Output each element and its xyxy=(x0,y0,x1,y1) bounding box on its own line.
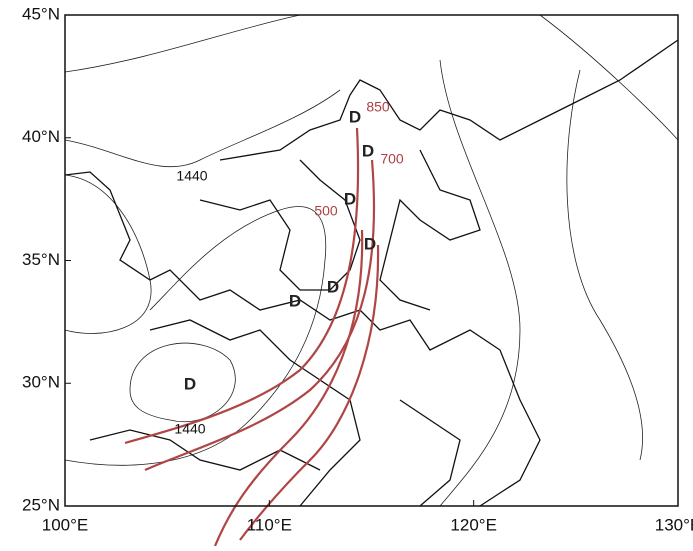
y-tick-label: 35°N xyxy=(22,250,60,269)
border-line xyxy=(199,159,361,291)
border-line xyxy=(399,399,461,507)
border-line xyxy=(64,171,541,507)
level-label: 850 xyxy=(366,99,390,115)
x-tick-label: 120°E xyxy=(450,515,497,534)
low-marker: D xyxy=(349,107,361,126)
contour-line xyxy=(64,174,152,334)
y-tick-label: 30°N xyxy=(22,373,60,392)
level-label: 500 xyxy=(314,203,338,219)
contour-line xyxy=(439,59,521,507)
border-line xyxy=(379,149,481,311)
x-tick-label: 100°E xyxy=(42,515,89,534)
x-tick-label: 110°E xyxy=(247,515,292,534)
low-marker: D xyxy=(364,234,376,253)
trajectory xyxy=(144,159,376,472)
y-tick-label: 45°N xyxy=(22,4,60,23)
low-marker: D xyxy=(344,189,356,208)
border-line xyxy=(149,319,361,507)
contour-line xyxy=(539,14,679,141)
y-tick-label: 40°N xyxy=(22,127,60,146)
low-marker: D xyxy=(184,374,196,393)
contour-line xyxy=(64,89,341,168)
contour-line xyxy=(566,69,643,461)
contour-line xyxy=(64,14,301,73)
trajectory xyxy=(239,244,380,541)
low-marker: D xyxy=(327,277,339,296)
contour-label: 1440 xyxy=(174,421,205,437)
trajectory xyxy=(213,229,364,547)
contour-line xyxy=(129,342,236,422)
contour-label: 1440 xyxy=(176,168,207,184)
border-line xyxy=(219,39,679,161)
low-marker: D xyxy=(362,141,374,160)
trajectories xyxy=(124,127,380,547)
contours xyxy=(64,14,679,507)
low-marker: D xyxy=(289,291,301,310)
x-tick-label: 130°E xyxy=(655,515,693,534)
y-tick-label: 25°N xyxy=(22,495,60,514)
level-label: 700 xyxy=(380,151,404,167)
trajectory xyxy=(124,127,360,445)
contour-line xyxy=(64,206,327,466)
